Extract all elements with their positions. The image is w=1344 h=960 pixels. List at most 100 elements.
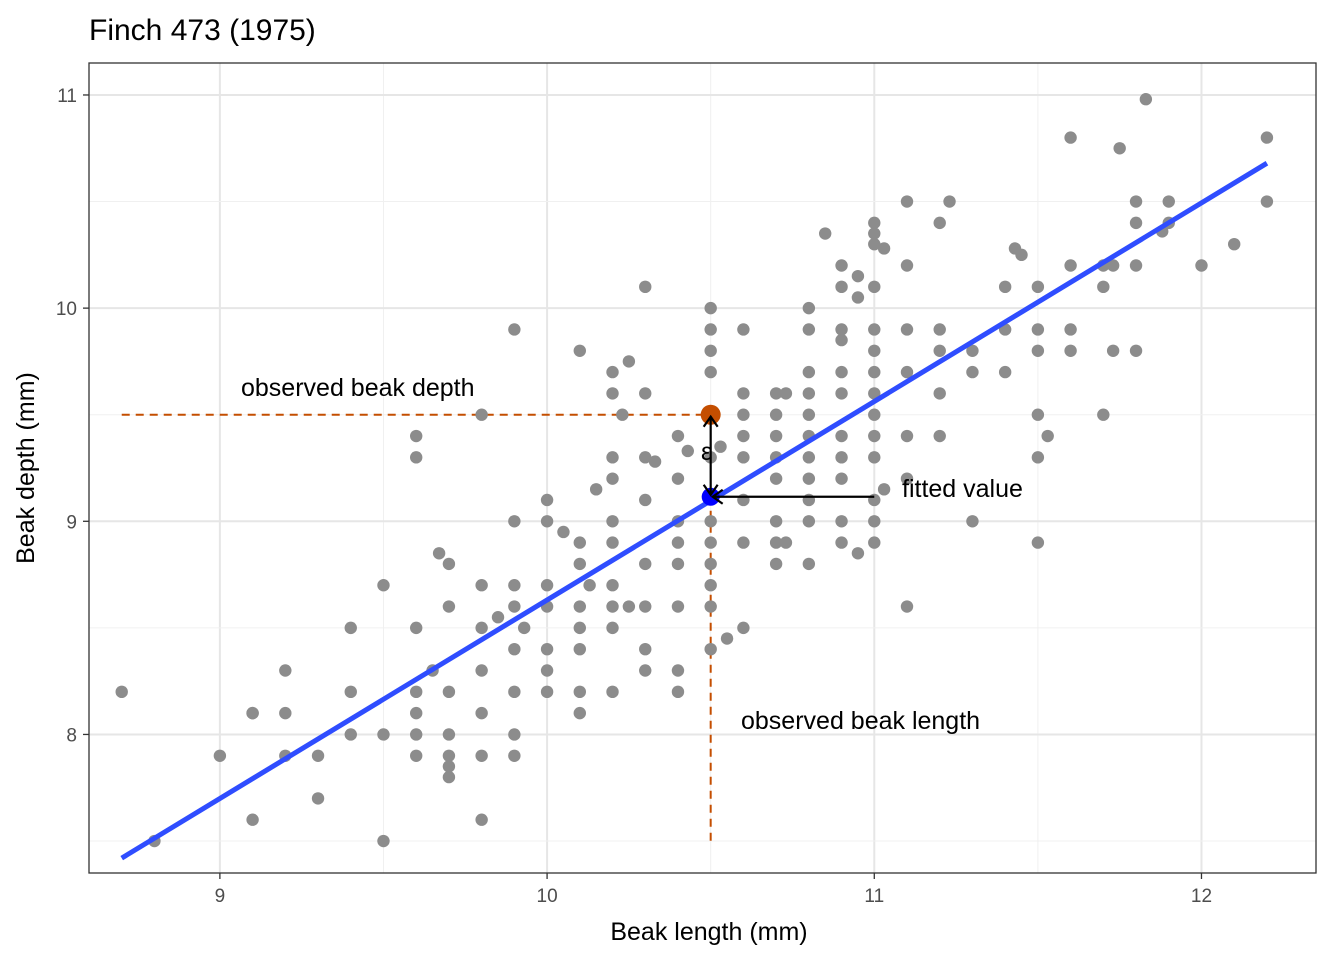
- data-point: [475, 706, 488, 720]
- data-point: [508, 515, 521, 528]
- data-point: [900, 195, 914, 208]
- data-point: [573, 344, 586, 357]
- data-point: [868, 387, 881, 400]
- data-point: [508, 749, 521, 762]
- data-point: [835, 515, 848, 528]
- data-point: [900, 600, 914, 613]
- data-point: [868, 323, 881, 336]
- data-point: [475, 621, 488, 635]
- data-point: [933, 387, 946, 400]
- data-point: [648, 455, 662, 468]
- data-point: [573, 706, 586, 720]
- data-points: [115, 93, 1274, 848]
- data-point: [589, 483, 603, 496]
- data-point: [868, 515, 881, 528]
- y-axis-title: Beak depth (mm): [12, 372, 40, 564]
- data-point: [508, 323, 521, 336]
- data-point: [639, 600, 652, 613]
- data-point: [246, 813, 259, 826]
- data-point: [410, 749, 423, 762]
- data-point: [377, 579, 390, 592]
- data-point: [704, 557, 717, 571]
- data-point: [900, 259, 914, 272]
- data-point: [639, 387, 652, 400]
- data-point: [508, 728, 521, 741]
- data-point: [737, 621, 750, 635]
- data-point: [540, 579, 554, 592]
- data-point: [671, 536, 685, 549]
- x-tick-label: 11: [864, 886, 884, 907]
- data-point: [933, 323, 946, 336]
- data-point: [311, 749, 325, 762]
- data-point: [606, 451, 619, 464]
- data-point: [606, 387, 619, 400]
- data-point: [606, 600, 619, 613]
- data-point: [868, 280, 881, 294]
- x-tick-label: 10: [537, 886, 558, 907]
- y-tick-label: 9: [66, 512, 77, 533]
- data-point: [671, 685, 685, 699]
- data-point: [475, 408, 488, 421]
- data-point: [835, 429, 848, 443]
- data-point: [540, 664, 554, 677]
- data-point: [606, 365, 619, 379]
- data-point: [606, 621, 619, 635]
- data-point: [1064, 323, 1077, 336]
- data-point: [1031, 344, 1045, 357]
- data-point: [410, 728, 423, 741]
- data-point: [1041, 429, 1054, 443]
- data-point: [779, 387, 793, 400]
- data-point: [802, 451, 816, 464]
- data-point: [639, 664, 652, 677]
- data-point: [1139, 93, 1153, 106]
- data-point: [704, 579, 717, 592]
- data-point: [933, 344, 946, 357]
- data-point: [573, 600, 586, 613]
- data-point: [491, 611, 505, 624]
- data-point: [966, 365, 979, 379]
- data-point: [1129, 195, 1143, 208]
- data-point: [868, 227, 881, 240]
- data-point: [475, 749, 488, 762]
- data-point: [442, 557, 456, 571]
- data-point: [1097, 408, 1110, 421]
- data-point: [868, 216, 881, 230]
- data-point: [933, 216, 946, 230]
- fitted-point: [701, 487, 720, 506]
- data-point: [606, 685, 619, 699]
- data-point: [868, 344, 881, 357]
- data-point: [671, 472, 685, 485]
- data-point: [410, 685, 423, 699]
- data-point: [835, 280, 848, 294]
- data-point: [508, 579, 521, 592]
- data-point: [508, 642, 521, 656]
- data-point: [1129, 344, 1143, 357]
- regression-fit-line: [120, 161, 1269, 861]
- data-point: [1129, 259, 1143, 272]
- data-point: [410, 621, 423, 635]
- data-point: [868, 429, 881, 443]
- data-point: [377, 834, 390, 848]
- data-point: [1228, 237, 1241, 251]
- data-point: [622, 600, 636, 613]
- data-point: [475, 664, 488, 677]
- data-point: [639, 493, 652, 507]
- data-point: [1260, 195, 1274, 208]
- y-axis-ticks: 8 9 10 11: [56, 86, 89, 746]
- data-point: [704, 600, 717, 613]
- data-point: [802, 493, 816, 507]
- data-point: [671, 429, 685, 443]
- data-point: [1031, 536, 1045, 549]
- data-point: [704, 642, 717, 656]
- data-point: [1106, 344, 1120, 357]
- data-point: [851, 291, 865, 304]
- data-point: [769, 472, 783, 485]
- data-point: [868, 451, 881, 464]
- x-tick-label: 12: [1191, 886, 1212, 907]
- chart-title: Finch 473 (1975): [89, 14, 316, 47]
- data-point: [998, 365, 1012, 379]
- x-tick-label: 9: [215, 886, 226, 907]
- data-point: [900, 365, 914, 379]
- data-point: [802, 301, 816, 315]
- data-point: [606, 579, 619, 592]
